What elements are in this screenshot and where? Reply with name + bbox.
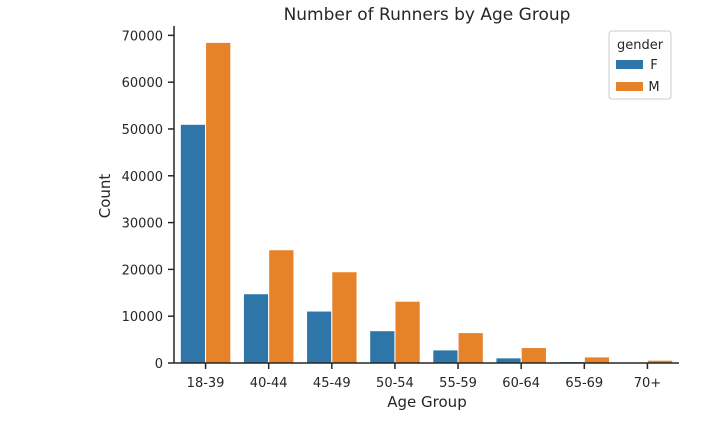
x-tick-label: 45-49 — [313, 376, 351, 391]
y-tick-label: 70000 — [122, 29, 163, 44]
chart-title: Number of Runners by Age Group — [284, 5, 571, 25]
bar-F-18-39 — [179, 123, 207, 364]
bar-F-40-44 — [242, 293, 270, 364]
bar-M-55-59 — [457, 332, 484, 364]
y-axis-label: Count — [96, 174, 114, 219]
bar-M-40-44 — [268, 249, 295, 364]
x-tick-label: 55-59 — [439, 376, 477, 391]
x-tick-label: 40-44 — [250, 376, 288, 391]
y-tick-label: 0 — [155, 357, 163, 372]
x-tick-label: 18-39 — [187, 376, 225, 391]
legend-label-F: F — [650, 58, 657, 73]
bar-F-45-49 — [306, 310, 333, 364]
y-tick-label: 10000 — [122, 310, 163, 325]
x-tick-label: 60-64 — [502, 376, 540, 391]
legend-swatch-M — [616, 82, 643, 91]
bar-M-50-54 — [394, 300, 421, 364]
y-tick-label: 50000 — [122, 123, 163, 138]
x-tick-label: 65-69 — [565, 376, 603, 391]
y-tick-label: 40000 — [122, 170, 163, 185]
bar-M-60-64 — [520, 347, 547, 364]
legend: gender FM — [608, 30, 672, 100]
legend-label-M: M — [648, 80, 659, 95]
y-axis: 0 10000 20000 30000 40000 50000 60000 70000 — [122, 26, 175, 372]
bar-M-65-69 — [583, 356, 611, 364]
bar-M-18-39 — [205, 41, 232, 364]
bars-group — [179, 41, 674, 364]
legend-swatch-F — [616, 60, 643, 69]
x-tick-label: 70+ — [634, 376, 661, 391]
legend-title: gender — [617, 38, 664, 53]
y-tick-label: 20000 — [122, 263, 163, 278]
y-tick-label: 30000 — [122, 217, 163, 232]
bar-F-55-59 — [432, 349, 459, 364]
bar-F-50-54 — [369, 330, 396, 364]
x-axis: 18-39 40-44 45-49 50-54 55-59 60-64 65-69 70+ — [174, 362, 679, 391]
x-axis-label: Age Group — [387, 393, 466, 411]
bar-M-45-49 — [331, 271, 358, 364]
y-tick-label: 60000 — [122, 76, 163, 91]
bar-F-60-64 — [495, 357, 522, 364]
x-tick-label: 50-54 — [376, 376, 414, 391]
